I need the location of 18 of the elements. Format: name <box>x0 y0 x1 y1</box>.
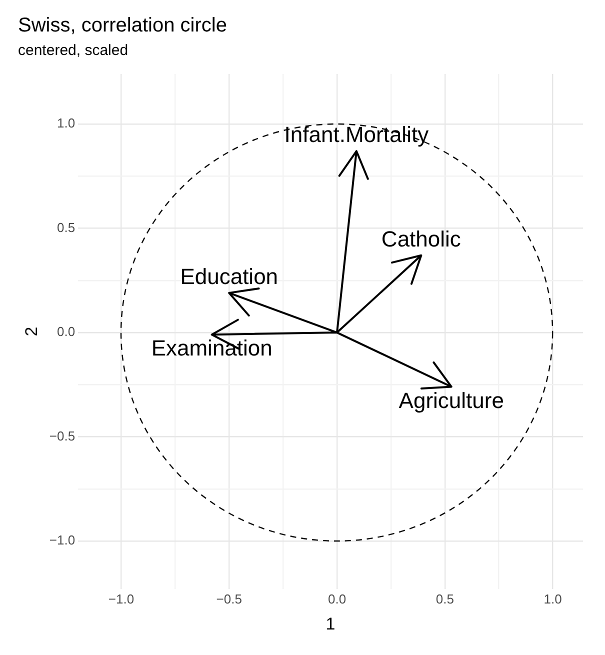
x-tick-label: −0.5 <box>216 591 242 606</box>
x-tick-label: 0.5 <box>436 591 454 606</box>
chart-subtitle: centered, scaled <box>18 42 128 60</box>
chart-title: Swiss, correlation circle <box>18 14 227 37</box>
y-tick-label: −1.0 <box>49 532 76 548</box>
y-tick-label: 0.5 <box>56 220 76 235</box>
x-tick-label: 1.0 <box>544 591 562 606</box>
annotation: Education <box>180 264 278 289</box>
x-tick-label: −1.0 <box>108 591 134 606</box>
y-tick-label: 0.0 <box>56 324 76 340</box>
annotation: Infant.Mortality <box>284 122 429 148</box>
y-axis-title: 2 <box>22 326 41 336</box>
x-tick-label: 0.0 <box>328 591 346 606</box>
y-tick-label: 1.0 <box>56 116 76 131</box>
annotation: Catholic <box>381 226 461 252</box>
y-tick-label: −0.5 <box>49 428 76 444</box>
x-axis-title: 1 <box>326 614 336 634</box>
annotation: Agriculture <box>398 388 504 413</box>
